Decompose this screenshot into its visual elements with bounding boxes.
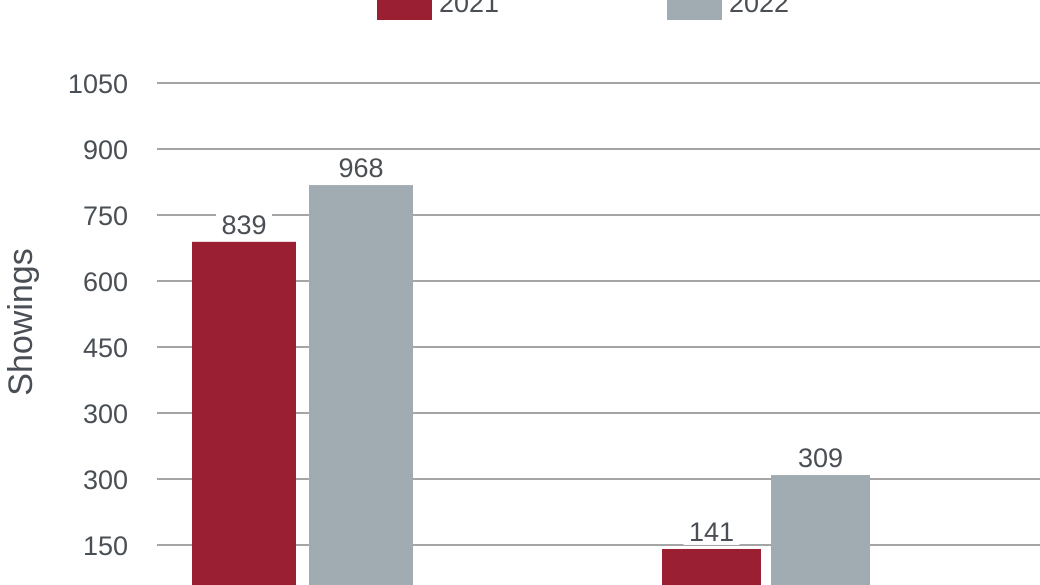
value-labels: 839 141 968 309	[216, 153, 849, 547]
value-label: 141	[689, 517, 734, 547]
y-tick-label: 900	[83, 135, 128, 165]
legend-label: 2022	[729, 0, 789, 18]
value-label: 309	[798, 443, 843, 473]
bar-2021-1	[192, 241, 296, 585]
y-tick-label: 300	[83, 399, 128, 429]
value-label-bg	[216, 209, 272, 238]
value-label-bg	[333, 153, 389, 182]
value-label: 839	[221, 210, 266, 240]
bar-2022-1	[309, 185, 413, 585]
value-label-bg	[792, 443, 849, 472]
legend-label: 2021	[439, 0, 499, 18]
y-axis-title: Showings	[2, 248, 40, 395]
value-label: 968	[338, 153, 383, 183]
legend: 2021 2022	[377, 0, 789, 20]
legend-swatch-2021	[377, 0, 432, 20]
legend-swatch-2022	[667, 0, 722, 20]
y-tick-label: 150	[83, 531, 128, 561]
y-tick-label: 600	[83, 267, 128, 297]
y-tick-label: 300	[83, 465, 128, 495]
y-tick-label: 1050	[68, 69, 128, 99]
y-tick-label: 750	[83, 201, 128, 231]
bar-2022-2	[771, 475, 870, 585]
y-tick-label: 450	[83, 333, 128, 363]
bars	[192, 185, 870, 585]
y-axis-ticks: 1050 900 750 600 450 300 300 150	[68, 69, 128, 561]
bar-2021-2	[662, 548, 761, 585]
value-label-bg	[683, 516, 740, 545]
gridlines	[157, 82, 1040, 546]
